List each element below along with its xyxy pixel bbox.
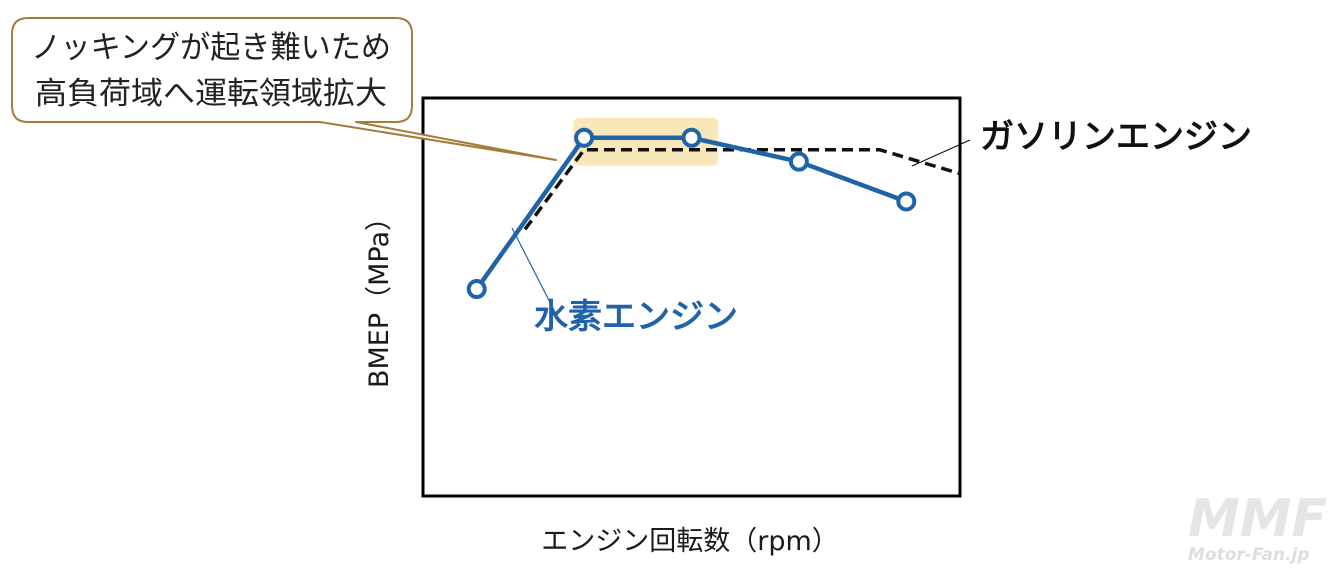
hydrogen-point-4 bbox=[788, 151, 809, 172]
watermark-site: Motor-Fan.jp bbox=[1188, 545, 1310, 565]
series-gasoline bbox=[523, 147, 961, 231]
watermark-logo: MMF bbox=[1188, 489, 1327, 549]
gasoline-leader-line bbox=[911, 139, 971, 167]
series-label-hydrogen: 水素エンジン bbox=[534, 297, 738, 337]
hydrogen-point-3 bbox=[681, 127, 702, 148]
callout-line-1: ノッキングが起き難いため bbox=[31, 30, 391, 66]
callout: ノッキングが起き難いため 高負荷域へ運転領域拡大 bbox=[11, 17, 557, 161]
series-label-gasoline: ガソリンエンジン bbox=[980, 117, 1252, 157]
hydrogen-point-2 bbox=[574, 127, 595, 148]
series-hydrogen bbox=[466, 127, 917, 300]
series-line-gasoline bbox=[523, 147, 961, 231]
motorfan-watermark: MMF Motor-Fan.jp bbox=[1188, 489, 1327, 565]
plot-frame bbox=[421, 96, 962, 498]
callout-box bbox=[11, 17, 557, 161]
hydrogen-point-1 bbox=[466, 279, 487, 300]
y-axis-label: BMEP（MPa） bbox=[364, 204, 395, 388]
hydrogen-leader-line bbox=[511, 227, 559, 319]
hydrogen-point-5 bbox=[896, 191, 917, 212]
callout-line-2: 高負荷域へ運転領域拡大 bbox=[35, 76, 387, 112]
highlight-region bbox=[573, 117, 719, 166]
x-axis-label: エンジン回転数（rpm） bbox=[541, 526, 839, 557]
